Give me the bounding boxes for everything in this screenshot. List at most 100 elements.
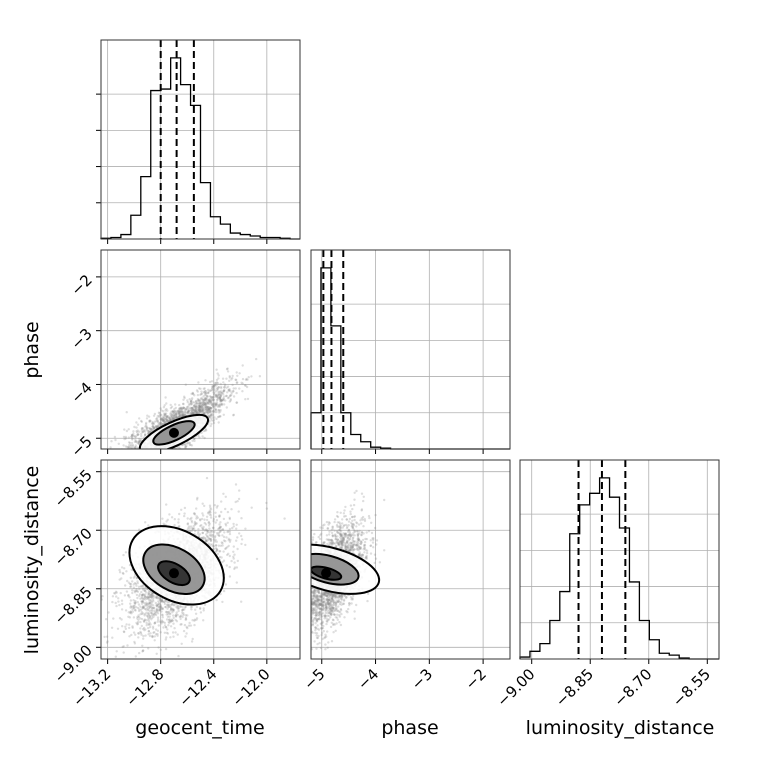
scatter-panel-geocent-time-vs-luminosity-distance-point	[159, 606, 161, 608]
scatter-panel-geocent-time-vs-luminosity-distance-point	[203, 519, 205, 521]
scatter-panel-geocent-time-vs-phase-point	[187, 401, 189, 403]
scatter-panel-geocent-time-vs-luminosity-distance-point	[238, 532, 240, 534]
scatter-panel-geocent-time-vs-luminosity-distance-point	[166, 601, 168, 603]
scatter-panel-geocent-time-vs-phase-point	[218, 409, 220, 411]
scatter-panel-geocent-time-vs-luminosity-distance-point	[161, 518, 163, 520]
scatter-panel-geocent-time-vs-luminosity-distance-point	[238, 489, 240, 491]
scatter-panel-geocent-time-vs-luminosity-distance-point	[212, 534, 214, 536]
scatter-panel-geocent-time-vs-luminosity-distance-point	[233, 545, 235, 547]
scatter-panel-geocent-time-vs-luminosity-distance-point	[164, 632, 166, 634]
scatter-panel-geocent-time-vs-luminosity-distance-point	[204, 537, 206, 539]
scatter-panel-geocent-time-vs-phase-point	[228, 389, 230, 391]
scatter-panel-geocent-time-vs-luminosity-distance-point	[236, 524, 238, 526]
scatter-panel-geocent-time-vs-phase-point	[219, 391, 221, 393]
scatter-panel-geocent-time-vs-luminosity-distance-point	[157, 616, 159, 618]
scatter-panel-geocent-time-vs-phase-point	[222, 381, 224, 383]
scatter-panel-geocent-time-vs-luminosity-distance-point	[227, 530, 229, 532]
scatter-panel-geocent-time-vs-phase-point	[146, 417, 148, 419]
scatter-panel-geocent-time-vs-luminosity-distance-point	[156, 635, 158, 637]
scatter-panel-geocent-time-vs-phase-point	[233, 395, 235, 397]
scatter-panel-geocent-time-vs-phase-point	[203, 412, 205, 414]
scatter-panel-geocent-time-vs-phase-point	[209, 381, 211, 383]
scatter-panel-geocent-time-vs-phase-point	[201, 435, 203, 437]
scatter-panel-geocent-time-vs-luminosity-distance-point	[182, 606, 184, 608]
scatter-panel-geocent-time-vs-luminosity-distance-point	[167, 606, 169, 608]
scatter-panel-geocent-time-vs-phase-point	[130, 444, 132, 446]
scatter-panel-geocent-time-vs-luminosity-distance-point	[147, 524, 149, 526]
scatter-panel-geocent-time-vs-luminosity-distance-point	[201, 527, 203, 529]
scatter-panel-geocent-time-vs-luminosity-distance-point	[152, 626, 154, 628]
scatter-panel-geocent-time-vs-luminosity-distance-point	[147, 647, 149, 649]
scatter-panel-geocent-time-vs-luminosity-distance-point	[251, 507, 253, 509]
scatter-panel-geocent-time-vs-phase-point	[246, 379, 248, 381]
scatter-panel-geocent-time-vs-luminosity-distance-point	[151, 612, 153, 614]
scatter-panel-geocent-time-vs-luminosity-distance-point	[221, 544, 223, 546]
scatter-panel-geocent-time-vs-phase-point	[235, 392, 237, 394]
scatter-panel-geocent-time-vs-luminosity-distance-point	[231, 527, 233, 529]
scatter-panel-geocent-time-vs-luminosity-distance-point	[132, 627, 134, 629]
scatter-panel-geocent-time-vs-luminosity-distance-point	[125, 570, 127, 572]
scatter-panel-geocent-time-vs-luminosity-distance-point	[190, 608, 192, 610]
scatter-panel-geocent-time-vs-phase-point	[250, 375, 252, 377]
scatter-panel-geocent-time-vs-phase-point	[190, 402, 192, 404]
scatter-panel-geocent-time-vs-phase-point	[202, 395, 204, 397]
scatter-panel-geocent-time-vs-phase-point	[199, 402, 201, 404]
scatter-panel-geocent-time-vs-luminosity-distance-point	[115, 602, 117, 604]
scatter-panel-geocent-time-vs-luminosity-distance-point	[127, 594, 129, 596]
scatter-panel-geocent-time-vs-luminosity-distance-point	[218, 523, 220, 525]
scatter-panel-geocent-time-vs-luminosity-distance-point	[144, 590, 146, 592]
scatter-panel-geocent-time-vs-luminosity-distance-point	[141, 618, 143, 620]
scatter-panel-geocent-time-vs-luminosity-distance-point	[135, 655, 137, 657]
scatter-panel-geocent-time-vs-phase-point	[203, 391, 205, 393]
scatter-panel-geocent-time-vs-luminosity-distance-point	[125, 551, 127, 553]
scatter-panel-geocent-time-vs-phase-point	[185, 445, 187, 447]
scatter-panel-geocent-time-vs-luminosity-distance-point	[120, 592, 122, 594]
scatter-panel-geocent-time-vs-luminosity-distance-point	[219, 531, 221, 533]
scatter-panel-geocent-time-vs-luminosity-distance-point	[194, 530, 196, 532]
scatter-panel-geocent-time-vs-luminosity-distance-point	[225, 583, 227, 585]
scatter-panel-geocent-time-vs-luminosity-distance-point	[124, 626, 126, 628]
scatter-panel-geocent-time-vs-luminosity-distance-point	[152, 632, 154, 634]
scatter-panel-geocent-time-vs-luminosity-distance-point	[221, 601, 223, 603]
scatter-panel-geocent-time-vs-luminosity-distance-point	[175, 619, 177, 621]
scatter-panel-geocent-time-vs-luminosity-distance-point	[208, 524, 210, 526]
scatter-panel-geocent-time-vs-phase-point	[202, 403, 204, 405]
scatter-panel-geocent-time-vs-phase-point	[165, 408, 167, 410]
scatter-panel-geocent-time-vs-luminosity-distance-point	[172, 636, 174, 638]
scatter-panel-geocent-time-vs-phase-point	[169, 417, 171, 419]
scatter-panel-geocent-time-vs-luminosity-distance-point	[179, 618, 181, 620]
scatter-panel-geocent-time-vs-luminosity-distance-point	[136, 597, 138, 599]
scatter-panel-geocent-time-vs-luminosity-distance-point	[175, 606, 177, 608]
scatter-panel-geocent-time-vs-luminosity-distance-point	[138, 586, 140, 588]
scatter-panel-geocent-time-vs-luminosity-distance-point	[150, 609, 152, 611]
scatter-panel-geocent-time-vs-luminosity-distance-point	[155, 602, 157, 604]
scatter-panel-geocent-time-vs-phase-point	[165, 415, 167, 417]
scatter-panel-geocent-time-vs-phase-point	[153, 415, 155, 417]
scatter-panel-geocent-time-vs-luminosity-distance-point	[178, 525, 180, 527]
scatter-panel-geocent-time-vs-luminosity-distance-point	[148, 591, 150, 593]
scatter-panel-geocent-time-vs-luminosity-distance-point	[134, 634, 136, 636]
scatter-panel-geocent-time-vs-phase-point	[147, 430, 149, 432]
scatter-panel-geocent-time-vs-luminosity-distance-point	[122, 572, 124, 574]
scatter-panel-geocent-time-vs-luminosity-distance-point	[115, 591, 117, 593]
scatter-panel-geocent-time-vs-luminosity-distance-point	[157, 621, 159, 623]
scatter-panel-geocent-time-vs-luminosity-distance-point	[118, 569, 120, 571]
scatter-panel-geocent-time-vs-luminosity-distance-point	[215, 599, 217, 601]
scatter-panel-geocent-time-vs-luminosity-distance-point	[169, 613, 171, 615]
scatter-panel-geocent-time-vs-phase-point	[242, 378, 244, 380]
scatter-panel-geocent-time-vs-phase-point	[137, 442, 139, 444]
scatter-panel-geocent-time-vs-phase-point	[175, 407, 177, 409]
scatter-panel-geocent-time-vs-luminosity-distance-point	[121, 600, 123, 602]
scatter-panel-geocent-time-vs-luminosity-distance-point	[233, 561, 235, 563]
scatter-panel-geocent-time-vs-luminosity-distance-point	[197, 528, 199, 530]
scatter-panel-geocent-time-vs-luminosity-distance-point	[194, 513, 196, 515]
scatter-panel-geocent-time-vs-phase-point	[207, 411, 209, 413]
scatter-panel-geocent-time-vs-luminosity-distance-point	[178, 513, 180, 515]
scatter-panel-geocent-time-vs-phase-point	[175, 416, 177, 418]
scatter-panel-geocent-time-vs-luminosity-distance-point	[188, 622, 190, 624]
scatter-panel-geocent-time-vs-phase-point	[204, 379, 206, 381]
scatter-panel-geocent-time-vs-luminosity-distance-point	[111, 601, 113, 603]
scatter-panel-geocent-time-vs-luminosity-distance-point	[184, 635, 186, 637]
scatter-panel-geocent-time-vs-luminosity-distance-point	[177, 655, 179, 657]
scatter-panel-geocent-time-vs-phase-point	[220, 383, 222, 385]
